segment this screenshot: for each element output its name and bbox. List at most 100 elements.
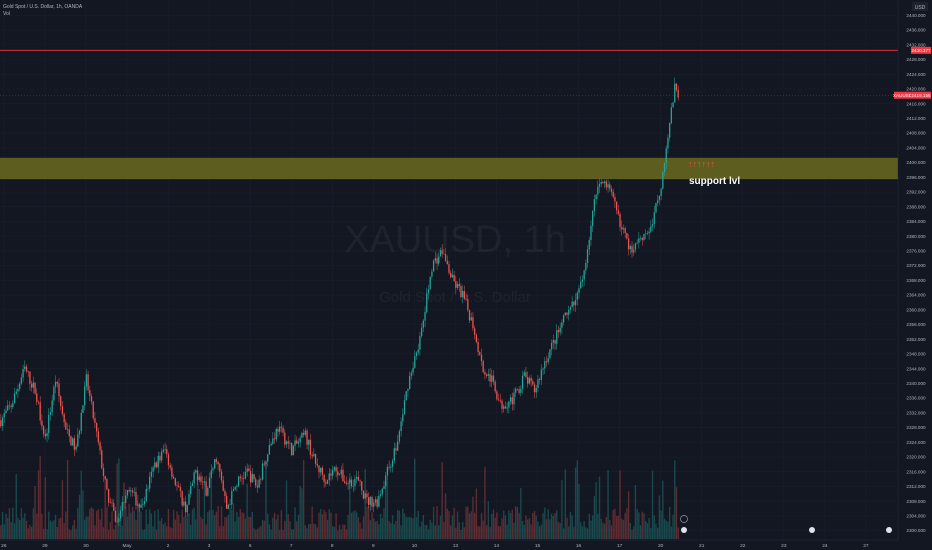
candle-body <box>552 340 554 343</box>
candle-body <box>427 289 430 294</box>
volume-legend[interactable]: Vol <box>3 11 10 17</box>
candle-body <box>535 388 537 393</box>
candle-body <box>643 233 645 240</box>
time-tick-label: 21 <box>699 543 705 549</box>
volume-bar <box>485 525 488 539</box>
us-flag-event-icon[interactable] <box>886 527 892 533</box>
candle-body <box>239 476 241 479</box>
volume-bar <box>532 513 534 539</box>
volume-bar <box>569 512 572 539</box>
volume-bar <box>80 470 82 539</box>
candle-body <box>369 497 371 505</box>
volume-bar <box>186 517 188 539</box>
volume-bar <box>424 525 426 539</box>
volume-bar <box>73 519 76 539</box>
candle-body <box>352 486 354 487</box>
volume-bar <box>270 529 272 539</box>
candle-body <box>27 371 29 372</box>
volume-bar <box>104 475 106 539</box>
volume-bar <box>65 511 67 539</box>
candle-body <box>214 459 216 469</box>
volume-bar <box>586 528 589 539</box>
volume-bar <box>373 518 375 539</box>
volume-bar <box>237 516 240 539</box>
volume-bar <box>378 524 380 539</box>
candle-body <box>424 312 426 321</box>
volume-bar <box>540 524 543 539</box>
volume-bar <box>641 511 643 539</box>
volume-bars <box>0 456 679 539</box>
volume-bar <box>581 526 584 539</box>
resistance-price-label: 2430.377 <box>911 48 931 53</box>
volume-bar <box>627 491 630 539</box>
candle-body <box>193 472 195 484</box>
volume-bar <box>318 512 320 539</box>
volume-bar <box>314 524 317 539</box>
volume-bar <box>491 513 493 539</box>
price-tick-label: 2336.000 <box>906 396 926 401</box>
candle-body <box>636 242 638 244</box>
volume-bar <box>301 488 303 539</box>
candle-body <box>509 397 512 402</box>
volume-bar <box>217 506 219 539</box>
us-flag-event-icon[interactable] <box>809 527 815 533</box>
symbol-legend[interactable]: Gold Spot / U.S. Dollar, 1h, OANDA <box>3 4 83 10</box>
volume-bar <box>626 508 628 539</box>
time-axis[interactable]: 26 29 30 May 2 3 6 7 8 9 10 13 14 15 16 17 20 21 22 23 24 27 <box>1 543 869 549</box>
candle-body <box>328 473 330 481</box>
price-axis[interactable]: 2300.000 2304.000 2308.000 2312.000 2316.000… <box>906 13 926 533</box>
candle-body <box>58 383 60 397</box>
volume-bar <box>309 524 312 539</box>
support-zone[interactable] <box>0 157 898 180</box>
time-tick-label: 22 <box>740 543 746 549</box>
candle-body <box>646 233 649 234</box>
volume-bar <box>148 509 151 539</box>
volume-bar <box>533 510 536 539</box>
volume-bar <box>3 524 5 539</box>
volume-bar <box>176 511 178 539</box>
volume-bar <box>325 512 327 539</box>
volume-bar <box>574 467 577 539</box>
currency-label: USD <box>915 5 926 11</box>
volume-bar <box>550 513 553 539</box>
candle-body <box>135 492 137 506</box>
volume-bar <box>655 523 657 539</box>
volume-bar <box>260 525 262 539</box>
candle-body <box>296 440 298 444</box>
candle-body <box>249 471 252 483</box>
candle-body <box>309 439 312 456</box>
volume-bar <box>591 515 594 539</box>
volume-bar <box>135 519 137 539</box>
price-tick-label: 2424.000 <box>906 72 926 77</box>
volume-bar <box>441 462 443 539</box>
volume-bar <box>275 519 277 539</box>
volume-bar <box>162 524 165 539</box>
symbol-price-name-bg <box>894 91 911 99</box>
candle-body <box>669 122 671 138</box>
volume-bar <box>123 482 125 539</box>
us-flag-event-icon[interactable] <box>681 527 687 533</box>
volume-bar <box>568 526 570 539</box>
event-marker-icon[interactable] <box>680 515 688 523</box>
volume-bar <box>432 506 435 539</box>
candle-body <box>302 432 305 435</box>
candle-body <box>542 368 544 370</box>
volume-bar <box>417 510 419 539</box>
volume-bar <box>528 518 531 539</box>
candle-body <box>344 481 346 483</box>
volume-bar <box>472 496 474 539</box>
volume-bar <box>650 527 652 539</box>
volume-bar <box>297 514 300 539</box>
volume-bar <box>621 518 623 539</box>
event-markers[interactable] <box>680 515 893 534</box>
candle-body <box>545 361 548 363</box>
volume-bar <box>622 519 625 539</box>
volume-bar <box>241 512 243 539</box>
volume-bar <box>13 523 16 539</box>
candle-body <box>434 258 436 261</box>
volume-bar <box>167 509 170 539</box>
volume-bar <box>268 524 271 539</box>
currency-button[interactable] <box>912 2 928 11</box>
volume-bar <box>564 469 566 539</box>
